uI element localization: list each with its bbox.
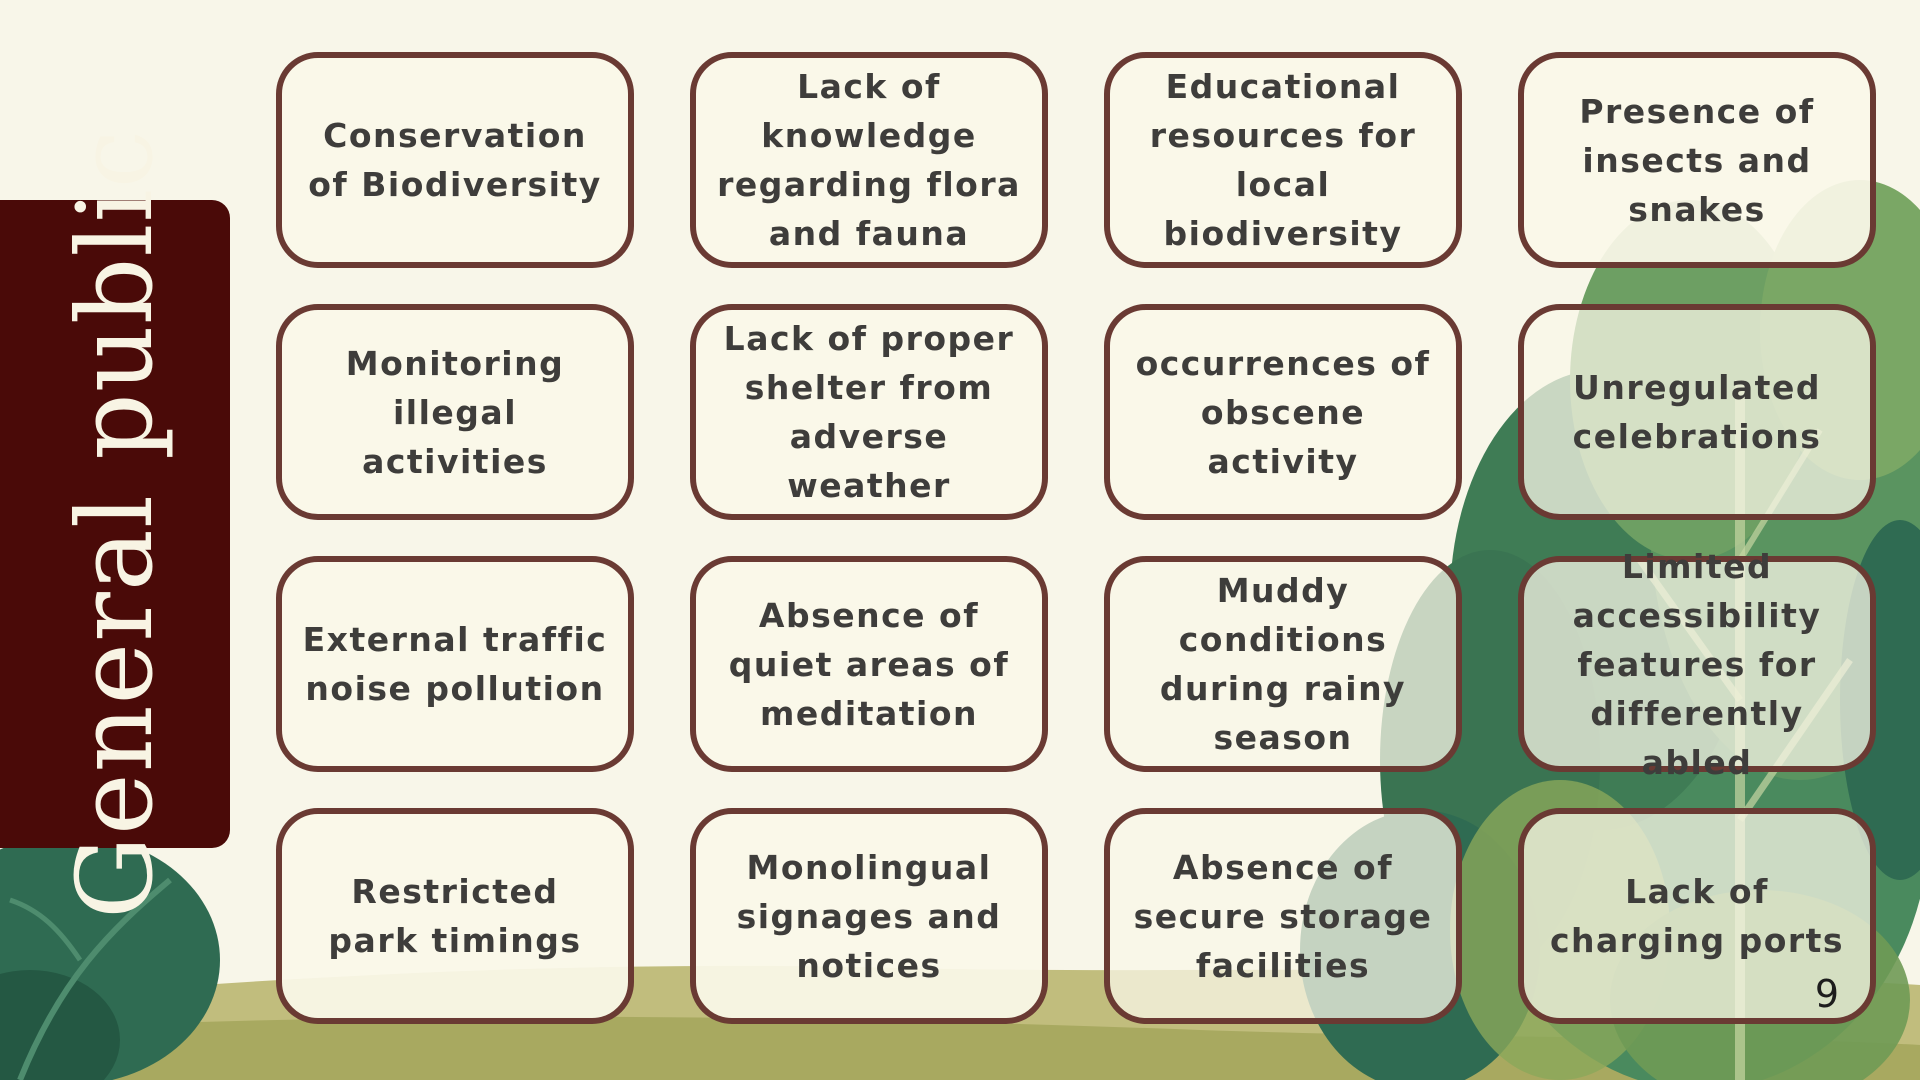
issue-card: Muddy conditions during rainy season	[1104, 556, 1462, 772]
issue-card: Conservation of Biodiversity	[276, 52, 634, 268]
issue-card-label: Limited accessibility features for diffe…	[1572, 546, 1822, 782]
issue-card-label: occurrences of obscene activity	[1135, 343, 1431, 481]
issue-card-label: Monitoring illegal activities	[345, 343, 565, 481]
issue-card: Lack of charging ports	[1518, 808, 1876, 1024]
slide-title: General public	[54, 128, 176, 920]
issue-card-label: Absence of secure storage facilities	[1133, 847, 1433, 985]
issue-card-label: External traffic noise pollution	[302, 620, 608, 708]
issue-card: Monitoring illegal activities	[276, 304, 634, 520]
shrub-illustration	[0, 835, 220, 1080]
issue-card: Lack of knowledge regarding flora and fa…	[690, 52, 1048, 268]
issue-card-label: Lack of knowledge regarding flora and fa…	[717, 67, 1021, 253]
side-title-tab: General public	[0, 129, 230, 919]
issue-card: Absence of secure storage facilities	[1104, 808, 1462, 1024]
issue-card-label: Unregulated celebrations	[1572, 368, 1822, 456]
issue-card: Limited accessibility features for diffe…	[1518, 547, 1876, 782]
issue-card-label: Presence of insects and snakes	[1579, 91, 1815, 229]
issue-card-label: Educational resources for local biodiver…	[1149, 67, 1417, 253]
issue-card: Monolingual signages and notices	[690, 808, 1048, 1024]
issue-card: Educational resources for local biodiver…	[1104, 52, 1462, 268]
issue-card: Lack of proper shelter from adverse weat…	[690, 304, 1048, 520]
issue-card-label: Lack of charging ports	[1549, 872, 1845, 960]
side-title-wrapper: General public	[0, 129, 230, 919]
issue-card-label: Muddy conditions during rainy season	[1159, 571, 1407, 757]
issue-card: Restricted park timings	[276, 808, 634, 1024]
issue-card-label: Monolingual signages and notices	[736, 847, 1002, 985]
issue-card-label: Conservation of Biodiversity	[308, 116, 602, 204]
issue-card: External traffic noise pollution	[276, 556, 634, 772]
issue-card: Absence of quiet areas of meditation	[690, 556, 1048, 772]
issues-grid: Conservation of Biodiversity Lack of kno…	[276, 52, 1876, 1024]
issue-card-label: Absence of quiet areas of meditation	[728, 595, 1010, 733]
issue-card: Presence of insects and snakes	[1518, 52, 1876, 268]
issue-card-label: Restricted park timings	[328, 872, 582, 960]
page-number: 9	[1814, 972, 1840, 1016]
issue-card: Unregulated celebrations	[1518, 304, 1876, 520]
issue-card: occurrences of obscene activity	[1104, 304, 1462, 520]
issue-card-label: Lack of proper shelter from adverse weat…	[723, 319, 1015, 505]
